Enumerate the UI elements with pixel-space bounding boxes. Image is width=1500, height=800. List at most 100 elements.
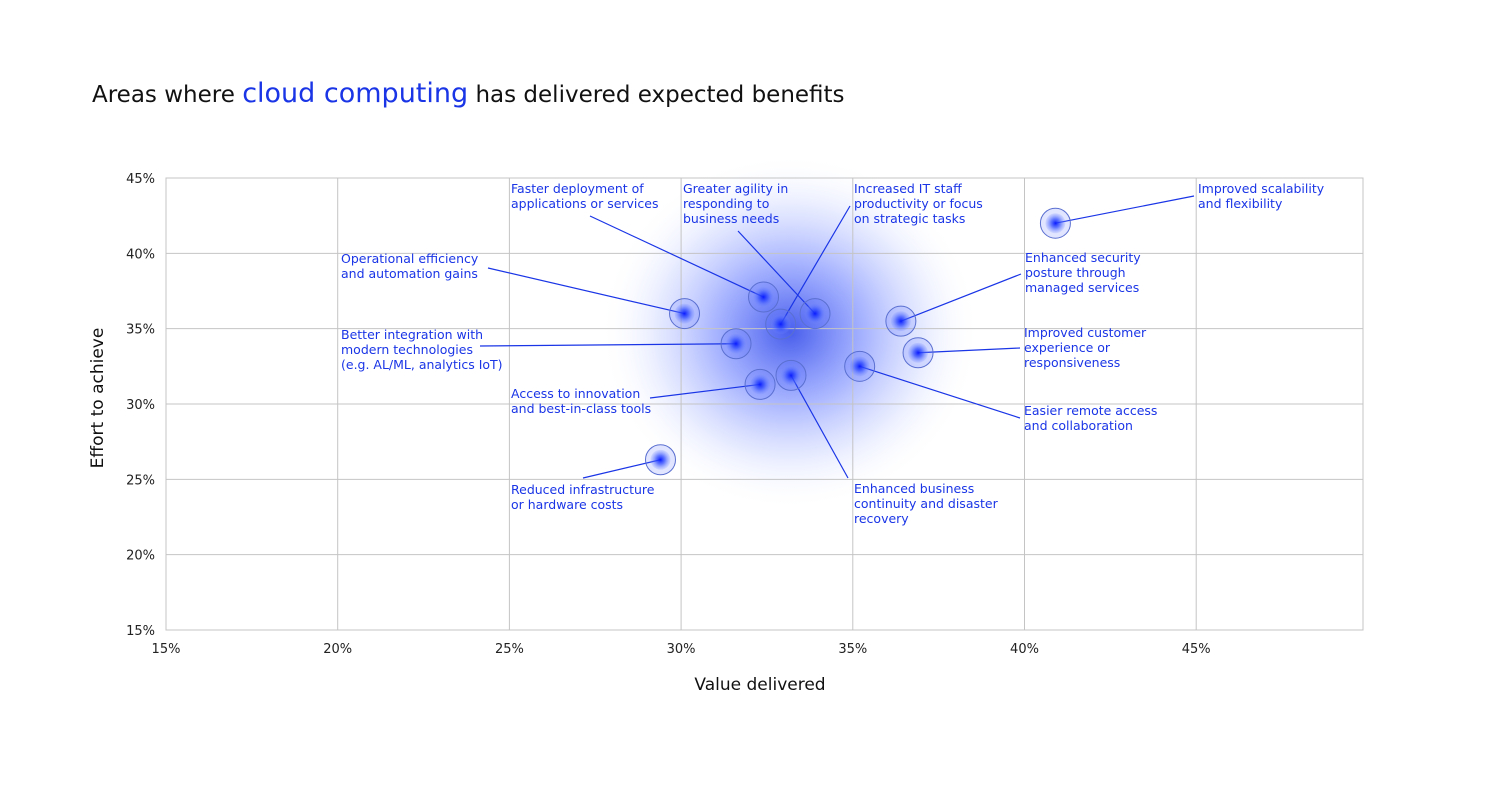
chart-title: Areas where cloud computing has delivere… [92,78,845,109]
leader-line [790,375,849,479]
cluster-glow [600,154,980,510]
data-point [744,368,776,400]
data-point-marker [849,356,870,377]
cluster-glow-ellipse [600,154,980,510]
leader-lines [479,195,1195,479]
y-tick-label: 40% [126,247,155,262]
y-tick-label: 15% [126,624,155,639]
y-tick-label: 45% [126,172,155,187]
data-point [644,444,676,476]
data-point-label-line: and flexibility [1198,196,1283,211]
data-point-label-line: Enhanced business [854,481,974,496]
leader-line [918,347,1021,354]
data-point [775,359,807,391]
x-tick-label: 15% [152,642,181,657]
data-point-label: Improved scalability and flexibility [1198,181,1325,211]
data-point-label-line: experience or [1024,340,1111,355]
data-point-label: Greater agility in responding to business … [683,181,788,226]
leader-line [479,343,737,347]
data-point-label: Easier remote access and collaboration [1024,403,1157,433]
leader-line [859,365,1021,419]
data-point-label-line: and best-in-class tools [511,401,651,416]
data-point-label-line: Operational efficiency [341,251,479,266]
data-point-marker [908,342,929,363]
data-point-label-line: posture through [1025,265,1126,280]
y-tick-label: 35% [126,323,155,338]
x-tick-label: 30% [667,642,696,657]
data-point-label-line: Faster deployment of [511,181,644,196]
x-tick-label: 45% [1182,642,1211,657]
data-point [720,328,752,360]
data-point-marker [805,303,826,324]
leader-line [582,459,661,479]
data-point-label: Faster deployment of applications or serv… [511,181,659,211]
x-axis-title: Value delivered [694,675,825,695]
data-point-label-line: continuity and disaster [854,496,999,511]
data-point-label-line: managed services [1025,280,1139,295]
data-point-label-line: Better integration with [341,327,483,342]
data-point-label-line: productivity or focus [854,196,983,211]
plot-grid [165,177,1364,631]
data-point-label-line: and collaboration [1024,418,1133,433]
data-point-label: Access to innovation and best-in-class to… [511,386,651,416]
data-point-label-line: Improved scalability [1198,181,1325,196]
y-axis-ticks: 15% 20% 25% 30% 35% 40% 45% [126,172,155,639]
leader-line [737,230,816,315]
title-highlight: cloud computing [242,78,469,109]
x-tick-label: 20% [323,642,352,657]
data-point [1039,207,1071,239]
data-point-label-line: Easier remote access [1024,403,1157,418]
data-point-label-line: modern technologies [341,342,473,357]
point-labels: Faster deployment of applications or serv… [341,181,1325,526]
data-point-label-line: Increased IT staff [854,181,962,196]
data-point-marker [753,287,774,308]
data-point-marker [890,311,911,332]
data-point-label: Operational efficiency and automation gai… [341,251,479,281]
data-points [644,207,1071,476]
data-point [799,298,831,330]
data-point-label-line: Improved customer [1024,325,1147,340]
data-point-marker [750,374,771,395]
data-point-label: Enhanced security posture through managed … [1025,250,1141,295]
data-point-label-line: Enhanced security [1025,250,1141,265]
data-point [902,337,934,369]
title-prefix: Areas where [92,82,243,108]
leader-line [1055,195,1195,224]
data-point-marker [780,365,801,386]
x-tick-label: 40% [1010,642,1039,657]
y-tick-label: 25% [126,473,155,488]
data-point-marker [770,314,791,335]
data-point-label-line: (e.g. AL/ML, analytics IoT) [341,357,503,372]
data-point-label-line: or hardware costs [511,497,623,512]
data-point-marker [1045,213,1066,234]
data-point-label: Increased IT staff productivity or focus o… [854,181,983,226]
data-point-label-line: responsiveness [1024,355,1120,370]
data-point-label-line: Greater agility in [683,181,788,196]
data-point-marker [650,449,671,470]
title-suffix: has delivered expected benefits [468,82,845,108]
data-point-label-line: recovery [854,511,909,526]
data-point-label-line: Reduced infrastructure [511,482,655,497]
y-tick-label: 30% [126,398,155,413]
data-point-label-line: and automation gains [341,266,478,281]
data-point [765,308,797,340]
leader-line [649,383,761,399]
x-tick-label: 35% [838,642,867,657]
data-point-label: Enhanced business continuity and disaster… [854,481,999,526]
leader-line [487,267,685,315]
data-point-label: Reduced infrastructure or hardware costs [511,482,655,512]
data-point [844,350,876,382]
data-point-label-line: business needs [683,211,779,226]
data-point-label: Better integration with modern technologi… [341,327,503,372]
x-tick-label: 25% [495,642,524,657]
data-point-label-line: responding to [683,196,769,211]
data-point-label: Improved customer experience or responsive… [1024,325,1147,370]
data-point-label-line: on strategic tasks [854,211,965,226]
data-point [748,281,780,313]
data-point [885,305,917,337]
leader-line [589,215,764,298]
y-tick-label: 20% [126,549,155,564]
data-point-label-line: Access to innovation [511,386,640,401]
data-point-marker [674,303,695,324]
